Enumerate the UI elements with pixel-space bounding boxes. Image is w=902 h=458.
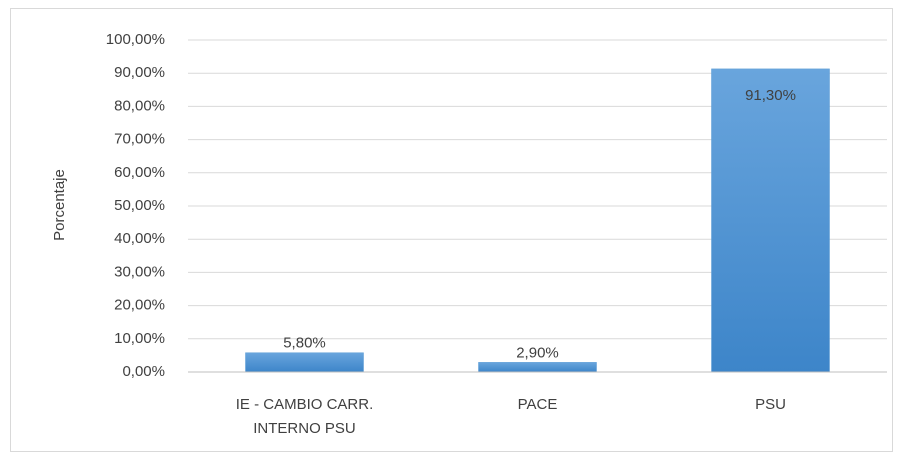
y-tick-label: 40,00%: [114, 230, 165, 247]
data-label: 2,90%: [516, 344, 559, 361]
y-tick-label: 70,00%: [114, 131, 165, 148]
data-label: 91,30%: [745, 87, 796, 104]
bar: [478, 362, 597, 373]
y-tick-label: 90,00%: [114, 64, 165, 81]
x-tick-label: IE - CAMBIO CARR. INTERNO PSU: [235, 396, 374, 437]
x-tick-label: PSU: [755, 396, 786, 413]
y-tick-label: 100,00%: [106, 31, 165, 48]
y-tick-label: 0,00%: [122, 363, 165, 380]
data-label: 5,80%: [283, 335, 326, 352]
x-tick-label: PACE: [517, 396, 558, 413]
y-tick-label: 20,00%: [114, 297, 165, 314]
y-tick-label: 10,00%: [114, 330, 165, 347]
chart-border: [10, 8, 893, 452]
y-tick-label: 30,00%: [114, 263, 165, 280]
bar: [711, 68, 830, 373]
y-tick-label: 80,00%: [114, 97, 165, 114]
y-tick-label: 60,00%: [114, 164, 165, 181]
y-axis-title: Porcentaje: [51, 169, 68, 241]
y-tick-label: 50,00%: [114, 197, 165, 214]
bar: [245, 352, 364, 373]
